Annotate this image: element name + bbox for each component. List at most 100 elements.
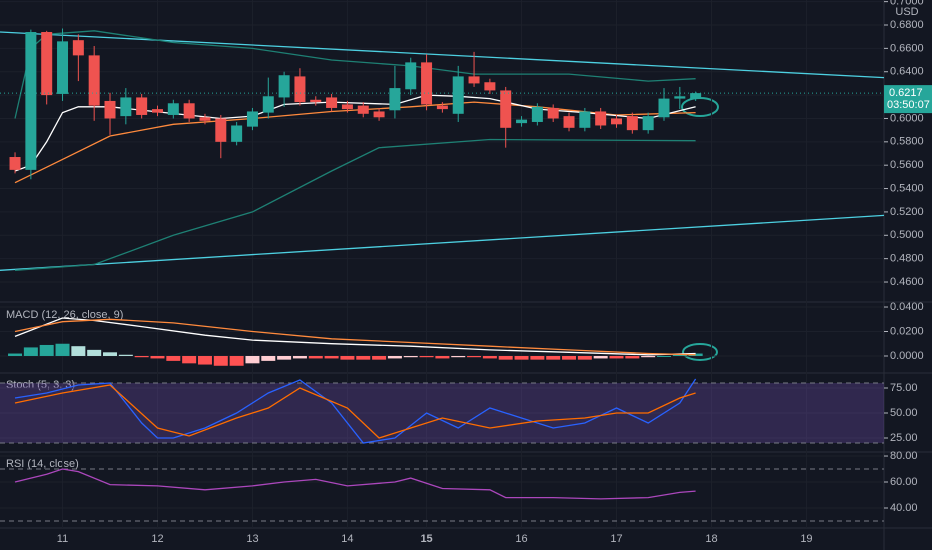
indicator-line (0, 214, 885, 271)
histogram-bar (435, 355, 450, 359)
price-label: 0.4800 (890, 253, 924, 265)
last-price-label: 0.6217 (889, 87, 923, 99)
currency-label: USD (895, 6, 918, 18)
indicator-line (14, 468, 696, 500)
price-label: 60.00 (890, 476, 918, 488)
candle-body (531, 106, 543, 122)
histogram-bar (356, 355, 371, 360)
candle-body (310, 99, 322, 103)
candle-body (294, 76, 306, 103)
candle-body (405, 62, 417, 90)
histogram-bar (387, 355, 402, 359)
price-label: 0.6400 (890, 66, 924, 78)
date-label: 14 (341, 533, 353, 545)
histogram-bar (245, 355, 260, 364)
candle-body (120, 97, 132, 117)
candle-body (104, 100, 116, 119)
histogram-bar (197, 355, 212, 365)
price-label: 0.5400 (890, 182, 924, 194)
candle-body (326, 97, 338, 108)
price-label: 75.00 (890, 382, 918, 394)
indicator-line (14, 101, 696, 184)
candle-body (341, 104, 353, 110)
candle-body (690, 93, 702, 99)
histogram-bar (514, 355, 529, 360)
price-label: 50.00 (890, 407, 918, 419)
histogram-bar (213, 355, 228, 366)
price-label: 25.00 (890, 432, 918, 444)
histogram-bar (261, 355, 276, 361)
price-label: 0.4600 (890, 276, 924, 288)
histogram-bar (277, 355, 292, 360)
histogram-bar (166, 355, 181, 361)
date-label: 19 (800, 533, 812, 545)
candle-body (389, 88, 401, 111)
price-label: 0.0200 (890, 325, 924, 337)
histogram-bar (467, 355, 482, 358)
histogram-bar (229, 355, 244, 366)
price-label: 0.5800 (890, 136, 924, 148)
candle-body (57, 41, 69, 94)
date-label: 13 (246, 533, 258, 545)
histogram-bar (134, 355, 149, 358)
histogram-bar (419, 355, 434, 358)
histogram-bar (562, 355, 577, 360)
price-label: 40.00 (890, 502, 918, 514)
histogram-bar (308, 355, 323, 359)
candle-body (246, 111, 258, 127)
candle-body (626, 116, 638, 131)
histogram-bar (577, 355, 592, 360)
histogram-bar (55, 343, 70, 356)
price-label: 0.6000 (890, 112, 924, 124)
histogram-bar (39, 344, 54, 356)
histogram-bar (118, 354, 133, 356)
histogram-bar (672, 354, 687, 356)
histogram-bar (23, 347, 38, 356)
histogram-bar (593, 355, 608, 359)
price-label: 0.0000 (890, 350, 924, 362)
histogram-bar (71, 346, 86, 356)
histogram-bar (182, 355, 197, 364)
candle-body (25, 32, 37, 170)
countdown-label: 03:50:07 (887, 99, 930, 111)
histogram-bar (103, 352, 118, 356)
candle-body (674, 96, 686, 99)
histogram-bar (530, 355, 545, 360)
candle-body (516, 119, 528, 124)
histogram-bar (403, 355, 418, 358)
indicator-line (14, 94, 696, 172)
histogram-bar (372, 355, 387, 360)
candle-body (452, 76, 464, 114)
date-label: 18 (705, 533, 717, 545)
histogram-bar (656, 355, 671, 357)
candle-body (183, 103, 195, 119)
price-label: 0.5600 (890, 159, 924, 171)
indicator-title: RSI (14, close) (6, 458, 79, 470)
candle-body (215, 118, 227, 142)
histogram-bar (340, 355, 355, 360)
date-label: 17 (610, 533, 622, 545)
date-label: 15 (420, 533, 432, 545)
candle-body (199, 117, 211, 121)
histogram-bar (150, 355, 165, 359)
histogram-bar (87, 349, 102, 356)
candle-body (72, 40, 84, 56)
histogram-bar (641, 355, 656, 358)
price-label: 80.00 (890, 450, 918, 462)
price-label: 0.7000 (890, 0, 924, 8)
histogram-bar (482, 355, 497, 359)
candle-body (88, 55, 100, 106)
candle-body (167, 103, 179, 115)
candle-body (151, 109, 163, 113)
histogram-bar (688, 353, 703, 356)
candle-body (41, 32, 53, 96)
candle-body (262, 96, 274, 113)
candle-body (278, 75, 290, 98)
candle-body (595, 111, 607, 126)
date-label: 12 (151, 533, 163, 545)
candle-body (231, 125, 243, 142)
histogram-bar (498, 355, 513, 360)
candle-body (547, 107, 559, 119)
